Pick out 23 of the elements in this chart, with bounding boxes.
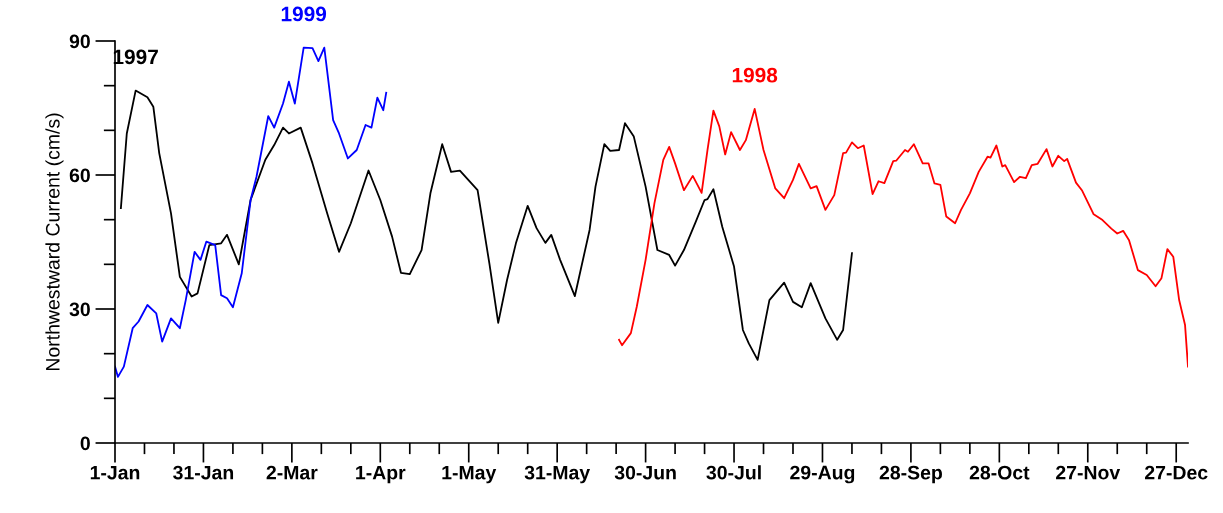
y-tick-label: 90 — [69, 34, 90, 49]
line-series — [618, 107, 1188, 368]
x-tick-label: 1-May — [442, 465, 497, 484]
line-series — [115, 46, 388, 378]
series-label: 1998 — [732, 67, 778, 83]
line-series — [119, 89, 853, 361]
x-tick-label: 28-Oct — [969, 465, 1030, 480]
x-tick-label: 28-Sep — [879, 465, 942, 484]
x-tick-label: 29-Aug — [790, 465, 855, 484]
y-tick-label: 30 — [69, 302, 90, 317]
x-tick-label: 27-Dec — [1145, 465, 1208, 480]
x-tick-label: 1-Jan — [90, 465, 140, 480]
x-tick-label: 30-Jul — [706, 465, 761, 480]
x-tick-label: 1-Apr — [356, 465, 406, 484]
x-tick-label: 2-Mar — [266, 465, 318, 480]
series-label: 1999 — [281, 6, 327, 22]
x-tick-label: 27-Nov — [1056, 465, 1121, 480]
x-tick-label: 31-May — [524, 465, 591, 484]
x-tick-label: 30-Jun — [614, 465, 676, 480]
y-axis-title: Northwestward Current (cm/s) — [45, 113, 64, 371]
y-tick-label: 0 — [80, 436, 90, 451]
x-tick-label: 31-Jan — [173, 465, 234, 480]
y-tick-label: 60 — [69, 168, 90, 183]
